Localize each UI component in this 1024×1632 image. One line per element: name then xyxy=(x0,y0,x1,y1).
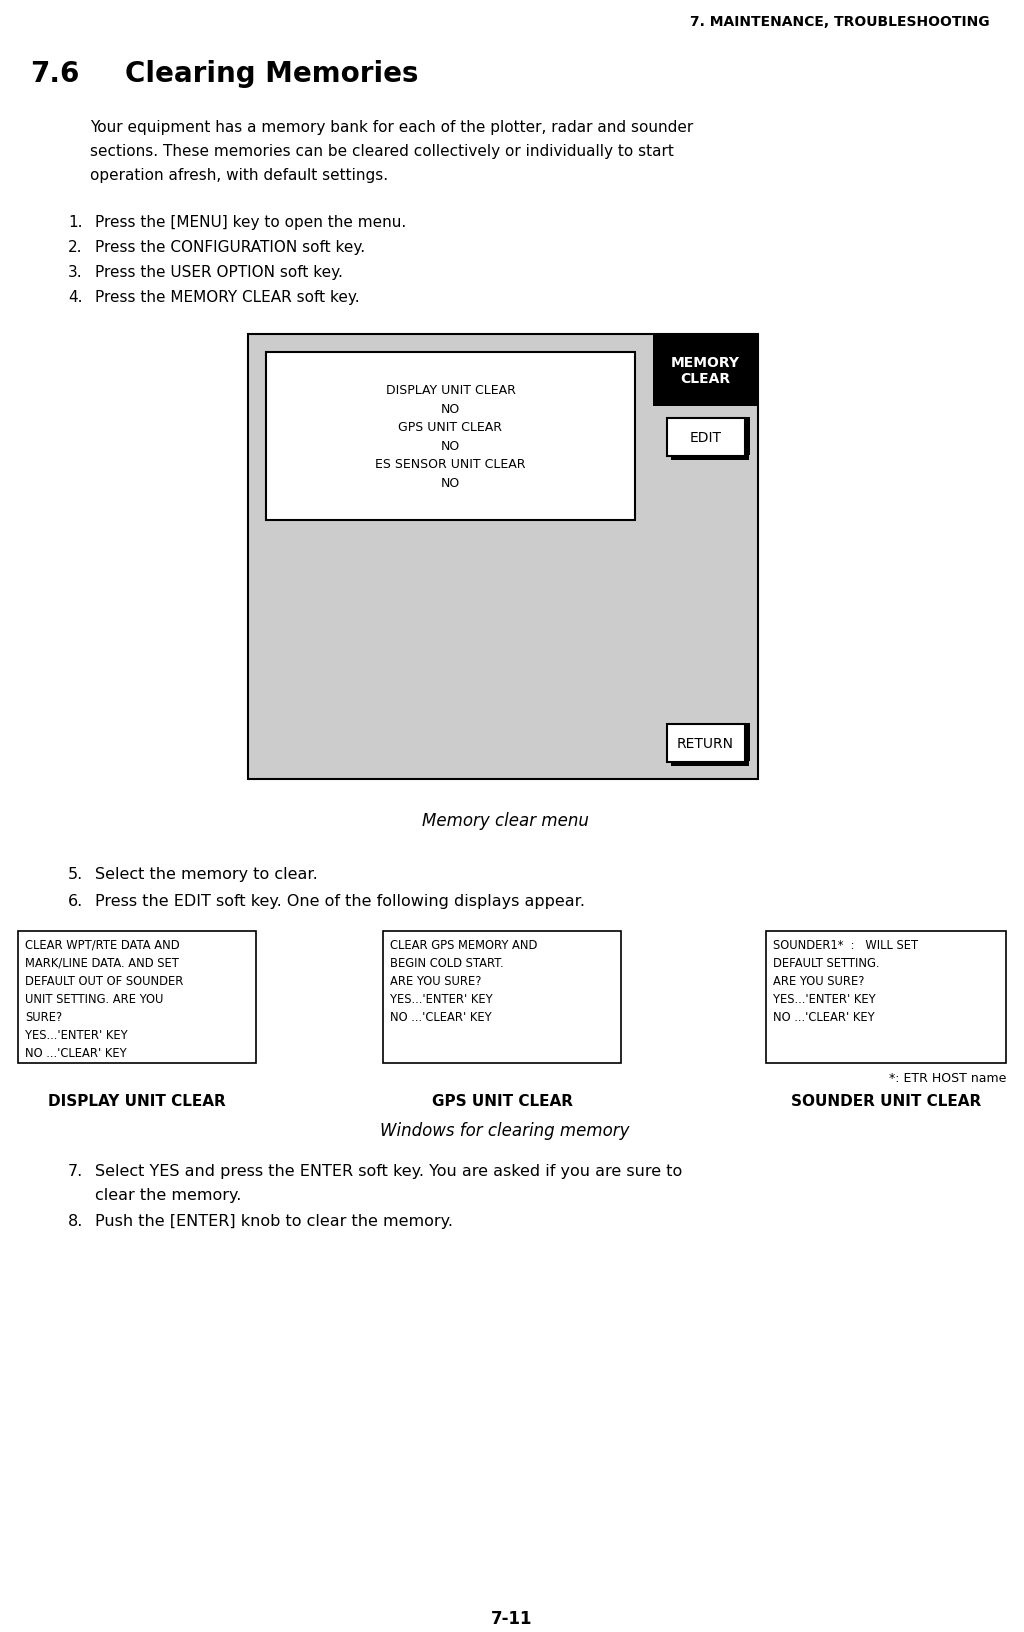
Text: *: ETR HOST name: *: ETR HOST name xyxy=(889,1071,1006,1084)
Bar xyxy=(744,723,750,762)
Text: Press the EDIT soft key. One of the following displays appear.: Press the EDIT soft key. One of the foll… xyxy=(95,893,585,909)
Bar xyxy=(653,335,758,406)
Bar xyxy=(266,353,635,521)
Text: 2.: 2. xyxy=(68,240,83,255)
Text: Select YES and press the ENTER soft key. You are asked if you are sure to: Select YES and press the ENTER soft key.… xyxy=(95,1164,682,1178)
Text: operation afresh, with default settings.: operation afresh, with default settings. xyxy=(90,168,388,183)
Bar xyxy=(744,418,750,455)
Text: Select the memory to clear.: Select the memory to clear. xyxy=(95,867,317,881)
Text: RETURN: RETURN xyxy=(677,736,734,751)
Text: DISPLAY UNIT CLEAR
NO
GPS UNIT CLEAR
NO
ES SENSOR UNIT CLEAR
NO: DISPLAY UNIT CLEAR NO GPS UNIT CLEAR NO … xyxy=(375,384,525,490)
Text: 8.: 8. xyxy=(68,1213,83,1229)
Bar xyxy=(667,725,744,762)
Bar xyxy=(248,335,758,780)
Bar xyxy=(671,455,749,460)
Text: Press the MEMORY CLEAR soft key.: Press the MEMORY CLEAR soft key. xyxy=(95,290,359,305)
Text: Press the USER OPTION soft key.: Press the USER OPTION soft key. xyxy=(95,264,343,279)
Text: 1.: 1. xyxy=(68,215,83,230)
Text: Memory clear menu: Memory clear menu xyxy=(422,811,589,829)
Bar xyxy=(671,762,749,767)
Text: Push the [ENTER] knob to clear the memory.: Push the [ENTER] knob to clear the memor… xyxy=(95,1213,453,1229)
Bar xyxy=(18,932,256,1064)
Text: CLEAR WPT/RTE DATA AND
MARK/LINE DATA. AND SET
DEFAULT OUT OF SOUNDER
UNIT SETTI: CLEAR WPT/RTE DATA AND MARK/LINE DATA. A… xyxy=(25,938,183,1059)
Text: EDIT: EDIT xyxy=(689,431,722,446)
Text: Clearing Memories: Clearing Memories xyxy=(125,60,419,88)
Text: DISPLAY UNIT CLEAR: DISPLAY UNIT CLEAR xyxy=(48,1093,226,1108)
Text: 6.: 6. xyxy=(68,893,83,909)
Bar xyxy=(766,932,1006,1064)
Text: 7-11: 7-11 xyxy=(492,1609,532,1627)
Text: 7.: 7. xyxy=(68,1164,83,1178)
Text: 4.: 4. xyxy=(68,290,83,305)
Text: 7.6: 7.6 xyxy=(30,60,80,88)
Text: 5.: 5. xyxy=(68,867,83,881)
Text: SOUNDER UNIT CLEAR: SOUNDER UNIT CLEAR xyxy=(791,1093,981,1108)
Text: CLEAR GPS MEMORY AND
BEGIN COLD START.
ARE YOU SURE?
YES...'ENTER' KEY
NO ...'CL: CLEAR GPS MEMORY AND BEGIN COLD START. A… xyxy=(390,938,538,1023)
Text: sections. These memories can be cleared collectively or individually to start: sections. These memories can be cleared … xyxy=(90,144,674,158)
Text: 3.: 3. xyxy=(68,264,83,279)
Text: 7. MAINTENANCE, TROUBLESHOOTING: 7. MAINTENANCE, TROUBLESHOOTING xyxy=(690,15,990,29)
Text: Press the CONFIGURATION soft key.: Press the CONFIGURATION soft key. xyxy=(95,240,366,255)
Text: GPS UNIT CLEAR: GPS UNIT CLEAR xyxy=(431,1093,572,1108)
Text: clear the memory.: clear the memory. xyxy=(95,1186,242,1203)
Text: Press the [MENU] key to open the menu.: Press the [MENU] key to open the menu. xyxy=(95,215,407,230)
Text: SOUNDER1*  :   WILL SET
DEFAULT SETTING.
ARE YOU SURE?
YES...'ENTER' KEY
NO ...': SOUNDER1* : WILL SET DEFAULT SETTING. AR… xyxy=(773,938,919,1023)
Bar xyxy=(667,419,744,457)
Text: Windows for clearing memory: Windows for clearing memory xyxy=(380,1121,630,1139)
Text: Your equipment has a memory bank for each of the plotter, radar and sounder: Your equipment has a memory bank for eac… xyxy=(90,119,693,135)
Text: MEMORY
CLEAR: MEMORY CLEAR xyxy=(671,356,740,385)
Bar xyxy=(383,932,621,1064)
